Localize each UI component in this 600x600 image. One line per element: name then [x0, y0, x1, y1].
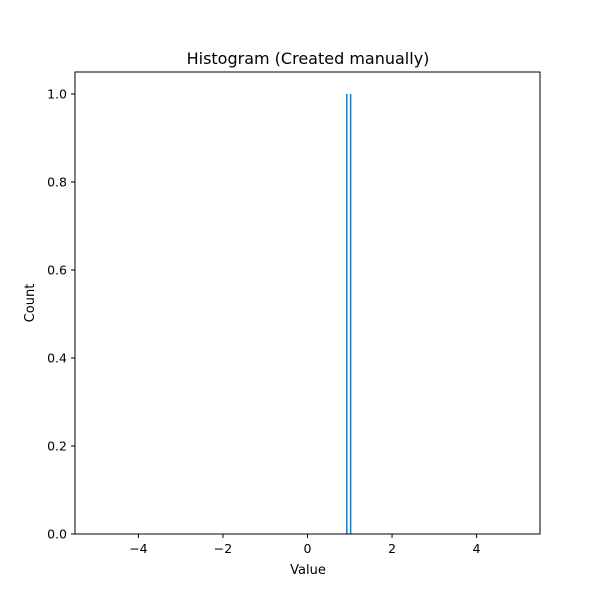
y-tick-label: 0.2 — [47, 439, 67, 454]
x-axis-ticks: −4 −2 0 2 4 — [129, 534, 481, 556]
histogram-bar-0 — [346, 94, 348, 534]
chart-title: Histogram (Created manually) — [187, 49, 430, 68]
y-tick-label: 0.8 — [47, 175, 67, 190]
x-tick-label: 4 — [473, 541, 481, 556]
y-tick-label: 0.0 — [47, 527, 67, 542]
y-tick-label: 0.6 — [47, 263, 67, 278]
x-tick-label: −4 — [129, 541, 147, 556]
bars-group — [346, 94, 352, 534]
y-tick-label: 1.0 — [47, 87, 67, 102]
y-axis-title: Count — [23, 284, 38, 323]
x-axis-title: Value — [290, 563, 326, 578]
x-tick-label: −2 — [214, 541, 232, 556]
y-axis-ticks: 0.0 0.2 0.4 0.6 0.8 1.0 — [47, 87, 75, 542]
histogram-bar-1 — [349, 94, 352, 534]
x-tick-label: 0 — [304, 541, 312, 556]
x-tick-label: 2 — [388, 541, 396, 556]
y-tick-label: 0.4 — [47, 351, 67, 366]
